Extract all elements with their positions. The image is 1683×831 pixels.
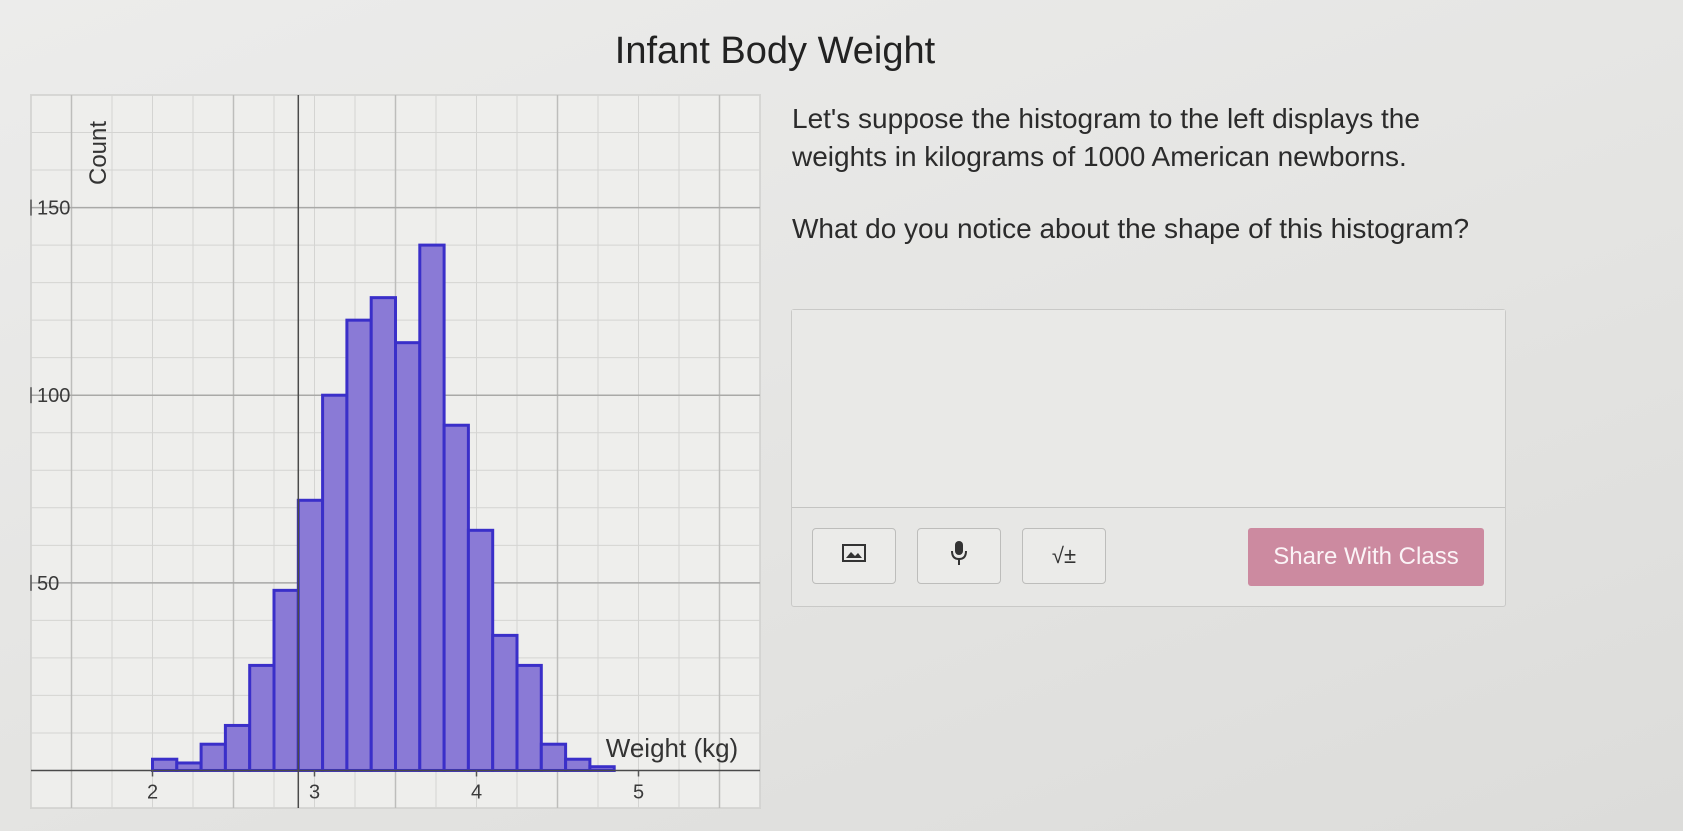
- histogram-bar: [296, 498, 325, 772]
- x-axis-label: Weight (kg): [606, 733, 738, 763]
- x-tick-label: 2: [147, 781, 158, 803]
- histogram-bar: [223, 723, 252, 772]
- histogram-bar: [321, 393, 349, 772]
- question-paragraph-prompt: What do you notice about the shape of th…: [792, 213, 1470, 244]
- histogram-bar: [369, 296, 398, 772]
- x-tick-label: 4: [471, 781, 482, 803]
- question-paragraph-context: Let's suppose the histogram to the left …: [792, 103, 1420, 172]
- x-tick-label: 3: [309, 781, 320, 803]
- y-tick-label: 50: [37, 573, 59, 595]
- y-tick-label: 100: [37, 385, 70, 407]
- question-text: Let's suppose the histogram to the left …: [792, 100, 1512, 282]
- share-with-class-button[interactable]: Share With Class: [1248, 528, 1484, 586]
- y-axis-label: Count: [85, 121, 112, 185]
- microphone-icon: [949, 540, 969, 572]
- math-icon: √±: [1051, 543, 1077, 568]
- page-title: Infant Body Weight: [614, 30, 936, 72]
- x-tick-label: 5: [633, 781, 644, 803]
- histogram-bar: [515, 663, 543, 772]
- image-icon: [842, 543, 866, 569]
- y-tick-label: 150: [37, 198, 70, 220]
- math-input-button[interactable]: √±: [1022, 528, 1106, 584]
- histogram-bar: [345, 318, 373, 772]
- histogram-bar: [175, 761, 203, 772]
- answer-textarea[interactable]: [792, 310, 1505, 508]
- histogram-bar: [394, 341, 422, 772]
- histogram-bar: [442, 423, 470, 772]
- insert-image-button[interactable]: [812, 528, 896, 584]
- histogram-bar: [248, 663, 276, 772]
- histogram-bar: [491, 633, 519, 772]
- histogram-bar: [466, 528, 495, 772]
- histogram-bar: [272, 588, 300, 772]
- histogram-bar: [151, 757, 179, 772]
- histogram-bar: [564, 757, 592, 772]
- record-audio-button[interactable]: [917, 528, 1001, 584]
- histogram-chart: 2 3 4 5 50 100 150 Count Weight (kg): [30, 94, 761, 809]
- histogram-bar: [418, 243, 446, 772]
- histogram-bar: [539, 742, 568, 772]
- answer-panel: √± Share With Class: [791, 309, 1506, 607]
- histogram-bar: [199, 742, 227, 772]
